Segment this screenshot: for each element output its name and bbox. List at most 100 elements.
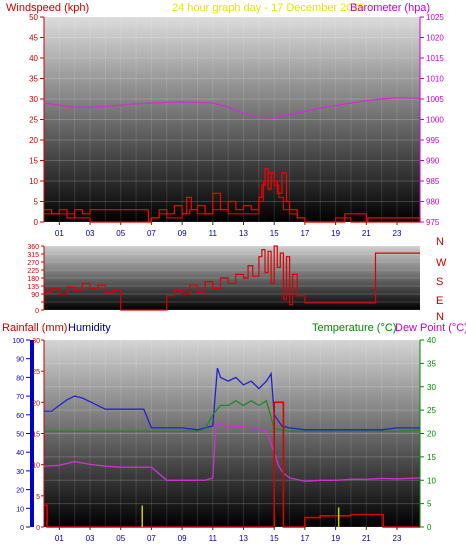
direction-tick-label: 0 [35, 308, 39, 315]
direction-tick-label: 270 [27, 260, 39, 267]
series-direction [44, 245, 420, 311]
rain-tick-label: 25 [32, 369, 40, 376]
compass-label: E [436, 295, 443, 307]
x-tick-label: 13 [239, 229, 248, 238]
x-tick-label: 03 [86, 534, 95, 543]
humidity-tick-label: 100 [12, 338, 24, 345]
rainfall-label: Rainfall (mm) [2, 322, 67, 334]
right-tick-label: 975 [426, 218, 440, 227]
right-tick-label: 1005 [426, 95, 444, 104]
x-tick-label: 07 [147, 229, 156, 238]
humidity-label: Humidity [68, 322, 111, 334]
x-tick-label: 23 [393, 229, 402, 238]
graph-date-title: 24 hour graph day - 17 December 2025 [172, 2, 365, 14]
left-tick-label: 5 [34, 198, 39, 207]
humidity-tick-label: 70 [16, 394, 24, 401]
left-tick-label: 15 [29, 157, 38, 166]
wind-barometer-plot: 0510152025303540455097598098599099510001… [29, 13, 444, 238]
temp-tick-label: 0 [427, 523, 432, 532]
x-tick-label: 21 [362, 229, 371, 238]
series-humidity [44, 367, 420, 431]
compass-label: W [436, 257, 447, 269]
rain-tick-label: 30 [32, 338, 40, 345]
rain-tick-label: 0 [36, 525, 40, 532]
x-tick-label: 17 [300, 229, 309, 238]
left-tick-label: 10 [29, 177, 38, 186]
temp-tick-label: 20 [427, 430, 436, 439]
temp-tick-label: 40 [427, 336, 436, 345]
dewpoint-label: Dew Point (°C) [395, 322, 466, 334]
humidity-tick-label: 60 [16, 413, 24, 420]
right-tick-label: 1010 [426, 75, 444, 84]
left-tick-label: 0 [34, 218, 39, 227]
series-gust [44, 168, 421, 223]
humidity-tick-label: 50 [16, 432, 24, 439]
left-tick-label: 20 [29, 136, 38, 145]
left-tick-label: 35 [29, 75, 38, 84]
right-tick-label: 1015 [426, 54, 444, 63]
compass-label: N [436, 311, 444, 323]
compass-label: N [436, 236, 444, 248]
series-barometer [43, 97, 421, 119]
left-tick-label: 30 [29, 95, 38, 104]
x-tick-label: 01 [55, 534, 64, 543]
temp-humidity-rain-plot: 0102030405060708090100051015202530051015… [12, 336, 436, 543]
left-tick-label: 45 [29, 34, 38, 43]
rain-tick-label: 5 [36, 494, 40, 501]
left-tick-label: 50 [29, 13, 38, 22]
temp-tick-label: 10 [427, 476, 436, 485]
right-tick-label: 980 [426, 198, 440, 207]
x-tick-label: 19 [331, 229, 340, 238]
humidity-tick-label: 10 [16, 506, 24, 513]
windspeed-label: Windspeed (kph) [6, 2, 89, 14]
temp-tick-label: 30 [427, 383, 436, 392]
right-tick-label: 995 [426, 136, 440, 145]
left-tick-label: 40 [29, 54, 38, 63]
x-tick-label: 09 [178, 534, 187, 543]
direction-tick-label: 180 [27, 276, 39, 283]
humidity-tick-label: 20 [16, 488, 24, 495]
temp-tick-label: 5 [427, 500, 432, 509]
compass-label: S [436, 276, 443, 288]
x-tick-label: 13 [239, 534, 248, 543]
humidity-axis-bar [30, 340, 34, 527]
rain-tick-label: 15 [32, 432, 40, 439]
x-tick-label: 01 [55, 229, 64, 238]
x-tick-label: 07 [147, 534, 156, 543]
direction-tick-label: 360 [27, 244, 39, 251]
x-tick-label: 19 [331, 534, 340, 543]
direction-tick-label: 225 [27, 268, 39, 275]
right-tick-label: 1000 [426, 116, 444, 125]
rain-tick-label: 20 [32, 400, 40, 407]
x-tick-label: 11 [209, 534, 218, 543]
temp-tick-label: 15 [427, 453, 436, 462]
x-tick-label: 03 [86, 229, 95, 238]
x-tick-label: 09 [178, 229, 187, 238]
series-temperature [44, 399, 421, 432]
temp-tick-label: 25 [427, 406, 436, 415]
x-tick-label: 21 [362, 534, 371, 543]
left-tick-label: 25 [29, 116, 38, 125]
x-tick-label: 05 [116, 229, 125, 238]
humidity-tick-label: 80 [16, 375, 24, 382]
humidity-tick-label: 0 [20, 525, 24, 532]
right-tick-label: 990 [426, 157, 440, 166]
temperature-label: Temperature (°C) [312, 322, 396, 334]
humidity-tick-label: 40 [16, 450, 24, 457]
series-dewpoint [43, 423, 421, 482]
x-tick-label: 17 [300, 534, 309, 543]
x-tick-label: 15 [270, 229, 279, 238]
x-tick-label: 05 [116, 534, 125, 543]
x-tick-label: 15 [270, 534, 279, 543]
direction-tick-label: 315 [27, 252, 39, 259]
barometer-label: Barometer (hpa) [350, 2, 430, 14]
x-tick-label: 11 [209, 229, 218, 238]
plot-area [44, 17, 420, 222]
right-tick-label: 1025 [426, 13, 444, 22]
temp-tick-label: 35 [427, 359, 436, 368]
series-rainfall [44, 401, 420, 528]
rain-tick-label: 10 [32, 463, 40, 470]
